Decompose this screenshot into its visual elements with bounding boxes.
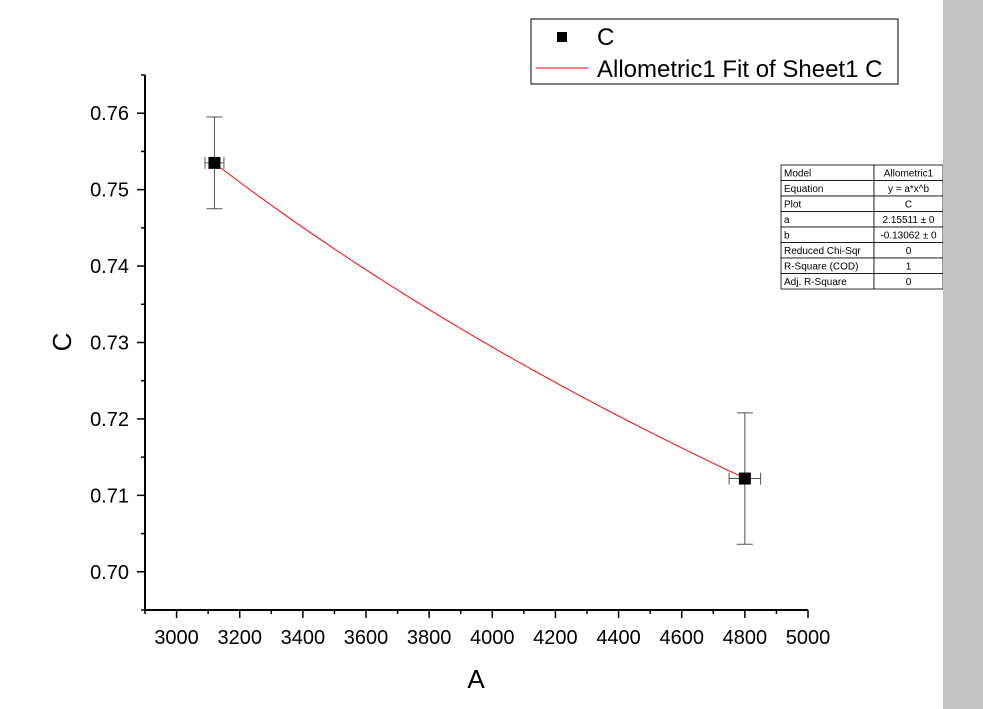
y-tick-label: 0.72 bbox=[90, 409, 129, 431]
side-panel-strip bbox=[943, 0, 983, 709]
stats-value: 1 bbox=[906, 262, 912, 273]
x-tick-label: 4200 bbox=[533, 627, 578, 649]
chart: 3000 3200 3400 3600 3800 4000 4200 4400 4600 4800… bbox=[47, 18, 943, 694]
stats-key: Adj. R-Square bbox=[784, 277, 847, 288]
y-tick-label: 0.76 bbox=[90, 103, 129, 125]
stats-value: y = a*x^b bbox=[888, 184, 930, 195]
stats-value: -0.13062 ± 0 bbox=[880, 231, 937, 242]
x-tick-label: 3200 bbox=[217, 627, 262, 649]
data-point bbox=[208, 156, 221, 169]
x-tick-label: 3600 bbox=[344, 627, 389, 649]
x-tick-label: 3000 bbox=[154, 627, 199, 649]
points-layer bbox=[204, 116, 762, 545]
y-tick-label: 0.75 bbox=[90, 180, 129, 202]
legend: C Allometric1 Fit of Sheet1 C bbox=[530, 18, 899, 85]
legend-marker-square bbox=[557, 32, 567, 42]
x-tick-label: 4800 bbox=[723, 627, 768, 649]
stats-key: a bbox=[784, 215, 790, 226]
fit-curve bbox=[214, 162, 746, 479]
stats-value: 2.15511 ± 0 bbox=[882, 215, 934, 226]
y-ticks: 0.70 0.71 0.72 0.73 0.74 0.75 0.76 bbox=[90, 74, 145, 611]
y-tick-label: 0.71 bbox=[90, 485, 129, 507]
stats-key: Plot bbox=[784, 200, 801, 211]
legend-label-fit: Allometric1 Fit of Sheet1 C bbox=[597, 56, 882, 83]
y-axis-title: C bbox=[47, 333, 77, 352]
y-tick-label: 0.70 bbox=[90, 562, 129, 584]
stats-value-cell bbox=[873, 273, 943, 290]
stats-key: R-Square (COD) bbox=[784, 262, 858, 273]
stats-value: 0 bbox=[906, 246, 912, 257]
legend-label-c: C bbox=[597, 24, 614, 51]
stats-key: Model bbox=[784, 169, 811, 180]
x-tick-label: 4000 bbox=[470, 627, 515, 649]
stats-value: Allometric1 bbox=[884, 169, 934, 180]
plot-area bbox=[144, 75, 808, 611]
stats-table: Model Allometric1 Equation y = a*x^b Plot Ca 2… bbox=[780, 164, 943, 290]
stats-key: b bbox=[784, 231, 790, 242]
x-tick-label: 4600 bbox=[659, 627, 704, 649]
stats-key: Reduced Chi-Sqr bbox=[784, 246, 861, 257]
x-tick-label: 3400 bbox=[281, 627, 326, 649]
legend-box bbox=[530, 18, 899, 85]
stats-key-cell bbox=[780, 211, 875, 228]
stats-key: Equation bbox=[784, 184, 823, 195]
stats-value: C bbox=[905, 200, 912, 211]
stats-key-cell bbox=[780, 226, 875, 243]
stats-value: 0 bbox=[906, 277, 912, 288]
x-axis-title: A bbox=[467, 664, 485, 694]
x-tick-label: 3800 bbox=[407, 627, 452, 649]
y-tick-label: 0.73 bbox=[90, 333, 129, 355]
x-tick-label: 5000 bbox=[786, 627, 831, 649]
x-tick-label: 4400 bbox=[596, 627, 641, 649]
x-ticks: 3000 3200 3400 3600 3800 4000 4200 4400 4600 4800… bbox=[144, 610, 831, 649]
data-point bbox=[738, 472, 751, 485]
y-tick-label: 0.74 bbox=[90, 256, 129, 278]
fit-layer bbox=[214, 162, 746, 479]
